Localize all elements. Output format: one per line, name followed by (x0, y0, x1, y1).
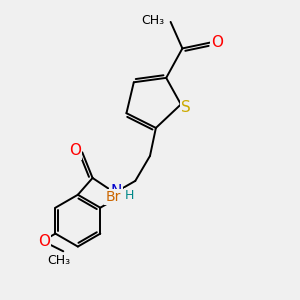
Text: CH₃: CH₃ (141, 14, 164, 27)
Text: S: S (181, 100, 191, 115)
Text: O: O (211, 35, 223, 50)
Text: CH₃: CH₃ (47, 254, 70, 267)
Text: Br: Br (105, 190, 121, 204)
Text: O: O (38, 234, 50, 249)
Text: H: H (125, 188, 134, 202)
Text: N: N (110, 184, 122, 199)
Text: O: O (69, 143, 81, 158)
